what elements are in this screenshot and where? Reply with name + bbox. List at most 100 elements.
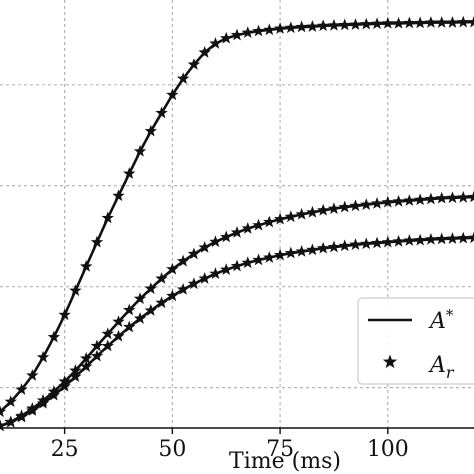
- series-2-star-marker: [360, 237, 373, 250]
- series-0-star-marker: [209, 37, 222, 49]
- series-2-star-marker: [327, 240, 341, 253]
- series-1-star-marker: [155, 272, 168, 284]
- series-2-star-marker: [187, 277, 201, 290]
- series-2-star-marker: [241, 256, 254, 269]
- series-0-star-marker: [36, 350, 50, 363]
- series-1-star-marker: [273, 212, 287, 225]
- series-1-star-marker: [446, 191, 459, 204]
- series-0-star-marker: [327, 18, 341, 31]
- series-1-star-marker: [467, 190, 474, 203]
- series-1-star-marker: [230, 226, 244, 238]
- series-1-star-marker: [360, 198, 373, 210]
- series-0-star-marker: [220, 31, 233, 44]
- series-1-star-marker: [263, 215, 276, 228]
- series-2-star-marker: [381, 235, 394, 248]
- series-1-star-marker: [392, 194, 405, 207]
- series-2-star-marker: [123, 320, 136, 333]
- series-2-star-marker: [47, 388, 61, 401]
- series-2-star-marker: [435, 232, 448, 245]
- series-2-star-marker: [36, 396, 50, 409]
- series-1-star-marker: [295, 207, 308, 220]
- series-2-star-marker: [230, 259, 244, 272]
- series-1-star-marker: [284, 210, 298, 223]
- series-markers: [0, 15, 474, 432]
- series-0-star-marker: [457, 15, 470, 28]
- series-1-star-marker: [80, 352, 93, 364]
- series-1-star-marker: [112, 315, 125, 328]
- series-2-star-marker: [263, 251, 276, 263]
- series-2-star-marker: [4, 415, 17, 428]
- legend-star-marker: [382, 354, 398, 369]
- series-1-star-marker: [198, 241, 211, 253]
- series-2-star-marker: [284, 246, 298, 259]
- series-1-star-marker: [101, 327, 114, 340]
- series-0-star-marker: [176, 72, 190, 84]
- series-1-star-marker: [166, 262, 179, 275]
- series-0-star-marker: [317, 19, 330, 32]
- series-2-star-marker: [198, 272, 211, 284]
- series-1-star-marker: [187, 247, 201, 260]
- series-1-star-marker: [123, 303, 136, 316]
- series-0-star-marker: [155, 106, 168, 119]
- series-0-star-marker: [133, 144, 147, 157]
- series-2-star-marker: [295, 245, 308, 257]
- series-2-star-marker: [424, 232, 438, 245]
- x-tick-labels: 25 50 75 100: [51, 437, 409, 462]
- series-2-star-marker: [90, 349, 104, 362]
- series-0-star-marker: [403, 16, 416, 29]
- series-2-star-marker: [69, 370, 82, 382]
- series-0-star-marker: [295, 20, 308, 33]
- series-2-star-marker: [349, 238, 362, 250]
- series-1-star-marker: [403, 194, 416, 206]
- series-1-star-marker: [457, 190, 470, 203]
- series-2-star-marker: [403, 234, 416, 246]
- series-0-star-marker: [144, 124, 157, 137]
- series-0-star-marker: [370, 17, 384, 30]
- series-1-star-marker: [349, 199, 362, 212]
- legend-label-a-star: A*: [428, 306, 454, 334]
- legend-box: [357, 297, 474, 385]
- series-2-star-marker: [144, 304, 157, 316]
- series-0-star-marker: [467, 15, 474, 28]
- series-1-star-marker: [90, 339, 104, 352]
- series-0-star-marker: [112, 189, 125, 202]
- series-1-star-marker: [435, 191, 448, 204]
- x-tick-label: 75: [266, 437, 294, 462]
- series-0-star-marker: [284, 21, 298, 34]
- series-0-star-marker: [198, 45, 211, 58]
- series-0-star-marker: [435, 16, 448, 28]
- series-2-star-marker: [133, 312, 147, 324]
- series-1-star-marker: [133, 292, 147, 305]
- series-0-star-marker: [26, 369, 39, 381]
- series-0-star-marker: [413, 16, 427, 29]
- series-0-star-marker: [80, 259, 93, 272]
- series-2-star-marker: [370, 236, 384, 249]
- series-2-star-marker: [252, 253, 265, 266]
- series-0-star-marker: [0, 405, 7, 418]
- series-2-star-marker: [80, 360, 93, 372]
- series-2-star-marker: [15, 410, 28, 423]
- series-2-star-marker: [155, 296, 168, 309]
- series-0-star-marker: [360, 17, 373, 30]
- series-1-star-marker: [144, 282, 157, 294]
- series-0-star-marker: [166, 88, 179, 101]
- series-0-star-marker: [58, 308, 71, 321]
- series-0-star-marker: [306, 20, 319, 32]
- series-2-star-marker: [392, 234, 405, 247]
- x-tick-label: 50: [158, 437, 186, 462]
- series-2-star-marker: [220, 263, 233, 275]
- series-1-star-marker: [424, 192, 438, 205]
- series-0-star-marker: [252, 24, 265, 37]
- series-2-star-marker: [306, 243, 319, 256]
- series-0-star-marker: [47, 330, 61, 343]
- series-2-star-marker: [176, 283, 190, 295]
- series-2-star-marker: [413, 233, 427, 246]
- series-2-star-marker: [209, 267, 222, 280]
- x-tick-label: 25: [51, 437, 79, 462]
- series-1-star-marker: [241, 222, 254, 234]
- series-0-star-marker: [273, 22, 287, 34]
- axes: [0, 427, 474, 434]
- series-1-star-marker: [370, 197, 384, 209]
- series-0-star-marker: [4, 395, 17, 408]
